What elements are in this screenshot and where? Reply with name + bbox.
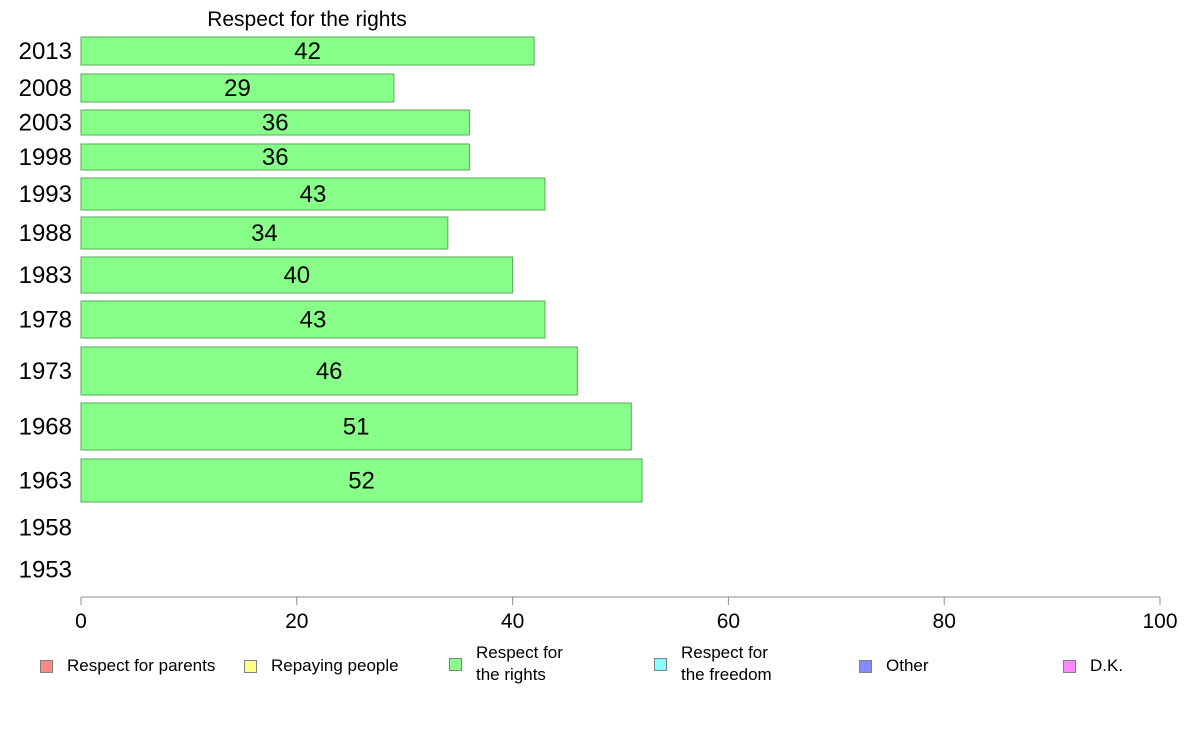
year-label: 1953 [19, 557, 72, 584]
x-tick-label: 100 [1142, 610, 1177, 633]
x-tick-label: 60 [717, 610, 740, 633]
chart-title: Respect for the rights [207, 8, 407, 31]
legend-swatch [40, 659, 53, 673]
bar [80, 143, 470, 171]
year-label: 1968 [19, 414, 72, 441]
year-label: 1993 [19, 181, 72, 208]
x-tick-label: 80 [933, 610, 956, 633]
legend-label: Other [886, 656, 929, 675]
legend-item: Repaying people [244, 655, 399, 677]
legend-swatch [244, 659, 257, 673]
bar-value-label: 42 [294, 38, 321, 65]
bar [80, 177, 546, 211]
bar-value-label: 36 [262, 144, 289, 171]
bar [80, 109, 470, 136]
legend-swatch [449, 657, 462, 671]
bar [80, 256, 514, 294]
bar-value-label: 52 [348, 468, 375, 495]
bar-value-label: 51 [343, 414, 370, 441]
legend-label: Respect for the rights [476, 643, 563, 684]
year-label: 1958 [19, 515, 72, 542]
bar-value-label: 29 [224, 75, 251, 102]
legend-label: D.K. [1090, 656, 1124, 675]
legend-label: Respect for the freedom [681, 643, 772, 684]
legend-swatch [1063, 659, 1076, 673]
x-axis: 0 20 40 60 80 100 [75, 596, 1178, 633]
bar [80, 458, 643, 503]
bar-value-label: 36 [262, 110, 289, 137]
legend-swatch [859, 659, 872, 673]
year-label: 2003 [19, 110, 72, 137]
legend-label: Respect for parents [67, 656, 216, 675]
year-label: 1963 [19, 468, 72, 495]
bar-value-label: 34 [251, 220, 278, 247]
bar [80, 73, 395, 103]
bar-value-label: 43 [300, 307, 327, 334]
year-label: 2008 [19, 75, 72, 102]
bar [80, 300, 546, 339]
legend-item: Other [859, 655, 929, 677]
year-label: 1973 [19, 358, 72, 385]
year-label: 1988 [19, 220, 72, 247]
legend-item: Respect for the freedom [654, 642, 772, 686]
legend-item: Respect for parents [40, 655, 215, 677]
x-tick-label: 40 [501, 610, 524, 633]
year-label: 1978 [19, 307, 72, 334]
year-label: 2013 [19, 38, 72, 65]
legend-item: Respect for the rights [449, 642, 563, 686]
bar-value-label: 40 [283, 262, 310, 289]
bar [80, 216, 449, 250]
bar [80, 346, 578, 396]
bar [80, 36, 535, 66]
bars-layer: 2013 42 2008 29 2003 36 1998 36 1993 43 1988 34 1983… [19, 36, 643, 584]
bar-value-label: 43 [300, 181, 327, 208]
legend-item: D.K. [1063, 655, 1123, 677]
x-tick-label: 20 [285, 610, 308, 633]
bar-value-label: 46 [316, 358, 343, 385]
legend: Respect for parents Repaying people Respec… [0, 640, 1188, 700]
x-tick-label: 0 [75, 610, 87, 633]
year-label: 1998 [19, 144, 72, 171]
legend-label: Repaying people [271, 656, 399, 675]
legend-swatch [654, 657, 667, 671]
year-label: 1983 [19, 262, 72, 289]
bar [80, 402, 632, 451]
